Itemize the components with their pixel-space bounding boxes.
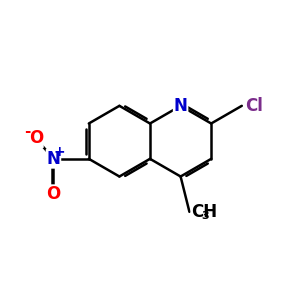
- Text: N: N: [46, 150, 60, 168]
- Text: +: +: [53, 146, 65, 159]
- Text: CH: CH: [191, 203, 217, 221]
- Text: O: O: [46, 185, 61, 203]
- Text: -: -: [24, 124, 31, 139]
- Text: N: N: [174, 97, 188, 115]
- Text: Cl: Cl: [245, 97, 263, 115]
- Text: 3: 3: [202, 211, 209, 221]
- Text: O: O: [29, 129, 43, 147]
